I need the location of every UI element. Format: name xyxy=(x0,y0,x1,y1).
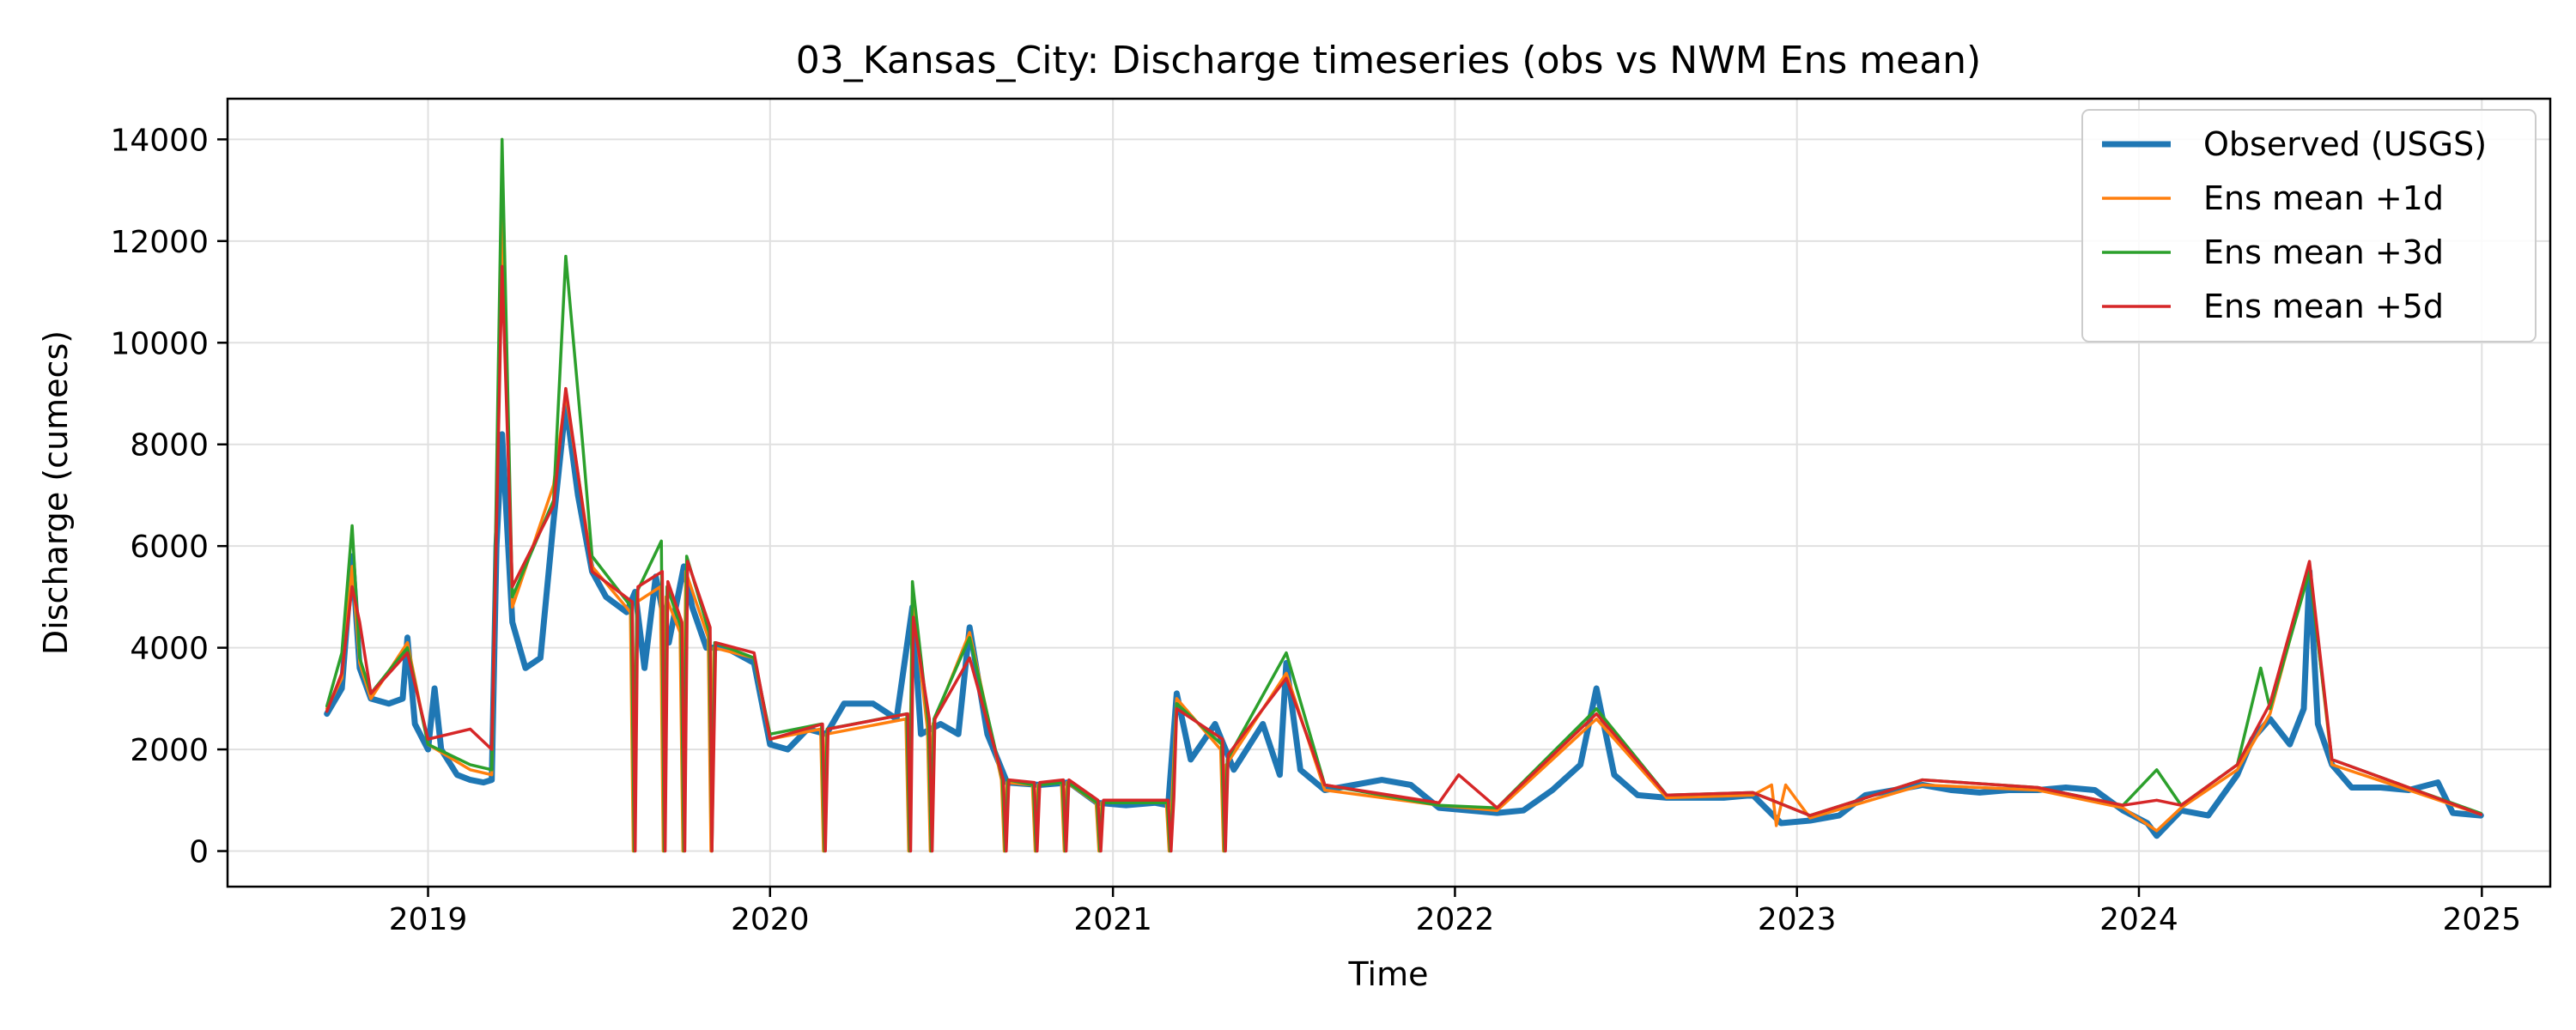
x-tick-label: 2023 xyxy=(1758,902,1837,937)
y-tick-label: 8000 xyxy=(130,428,209,464)
y-tick-label: 4000 xyxy=(130,632,209,667)
x-tick-label: 2024 xyxy=(2099,902,2178,937)
legend-label: Ens mean +3d xyxy=(2203,233,2444,271)
y-tick-label: 2000 xyxy=(130,733,209,768)
x-axis-label: Time xyxy=(1348,955,1429,993)
x-tick-label: 2021 xyxy=(1073,902,1152,937)
legend-box xyxy=(2081,109,2537,342)
y-tick-label: 14000 xyxy=(110,123,209,158)
axes-frame xyxy=(226,97,2552,888)
grid-lines xyxy=(228,99,2550,887)
chart-title: 03_Kansas_City: Discharge timeseries (ob… xyxy=(796,39,1981,82)
legend-label: Ens mean +1d xyxy=(2203,179,2444,217)
y-tick-label: 10000 xyxy=(110,326,209,361)
y-axis-ticks: 0 2000 4000 6000 8000 10000 12000 14000 xyxy=(110,123,228,870)
series-line-3 xyxy=(325,264,2483,853)
legend-label: Observed (USGS) xyxy=(2203,125,2487,163)
legend-label: Ens mean +5d xyxy=(2203,288,2444,325)
legend: Observed (USGS) Ens mean +1d Ens mean +3d E… xyxy=(2081,109,2537,342)
x-tick-label: 2020 xyxy=(731,902,810,937)
x-axis-ticks: 2019 2020 2021 2022 2023 2024 2025 xyxy=(389,887,2521,937)
y-axis-label: Discharge (cumecs) xyxy=(37,330,75,655)
series-lines xyxy=(324,137,2484,853)
x-tick-label: 2022 xyxy=(1416,902,1495,937)
y-tick-label: 12000 xyxy=(110,225,209,260)
y-tick-label: 6000 xyxy=(130,530,209,565)
x-tick-label: 2019 xyxy=(389,902,468,937)
y-tick-label: 0 xyxy=(189,835,209,870)
series-line-0 xyxy=(324,400,2484,839)
x-tick-label: 2025 xyxy=(2443,902,2522,937)
legend-entries: Observed (USGS) Ens mean +1d Ens mean +3d E… xyxy=(2102,125,2487,325)
